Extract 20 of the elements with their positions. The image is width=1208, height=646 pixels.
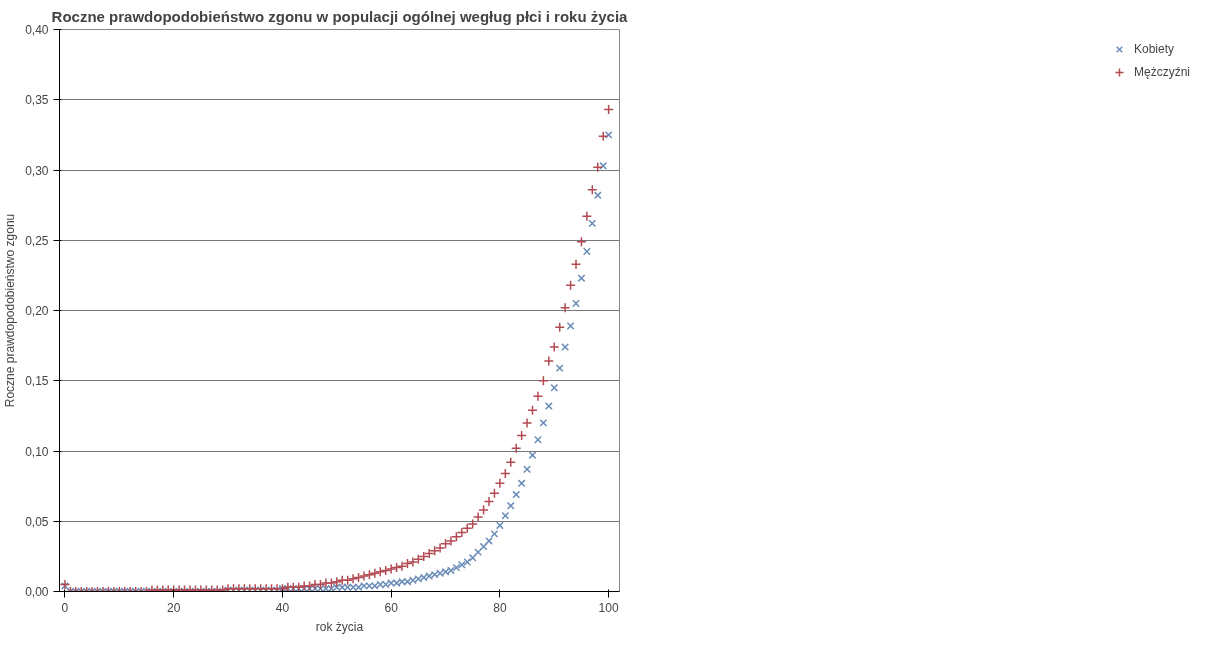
x-tick-label: 40 — [275, 600, 290, 615]
legend-label: Mężczyźni — [1133, 65, 1190, 79]
y-tick-label: 0,40 — [25, 23, 49, 37]
legend-label: Kobiety — [1133, 42, 1175, 56]
y-tick-label: 0,00 — [25, 585, 49, 599]
y-axis-title: Roczne prawdopodobieństwo zgonu — [3, 213, 18, 408]
y-tick-label: 0,10 — [25, 444, 49, 459]
x-tick-label: 100 — [598, 600, 619, 615]
chart-title: Roczne prawdopodobieństwo zgonu w populacji ogólnej wegług płci i roku życia — [51, 7, 629, 25]
x-tick-label: 60 — [384, 600, 399, 615]
y-tick-label: 0,15 — [25, 374, 49, 389]
x-tick-label: 80 — [493, 600, 507, 615]
x-tick-label: 0 — [61, 600, 69, 615]
y-tick-label: 0,25 — [25, 233, 49, 248]
x-tick-label: 20 — [167, 600, 181, 615]
y-tick-label: 0,30 — [25, 163, 49, 178]
x-axis-title: rok życia — [315, 619, 364, 634]
y-tick-label: 0,05 — [25, 514, 49, 529]
y-tick-label: 0,35 — [25, 93, 49, 108]
y-tick-label: 0,20 — [25, 304, 49, 318]
